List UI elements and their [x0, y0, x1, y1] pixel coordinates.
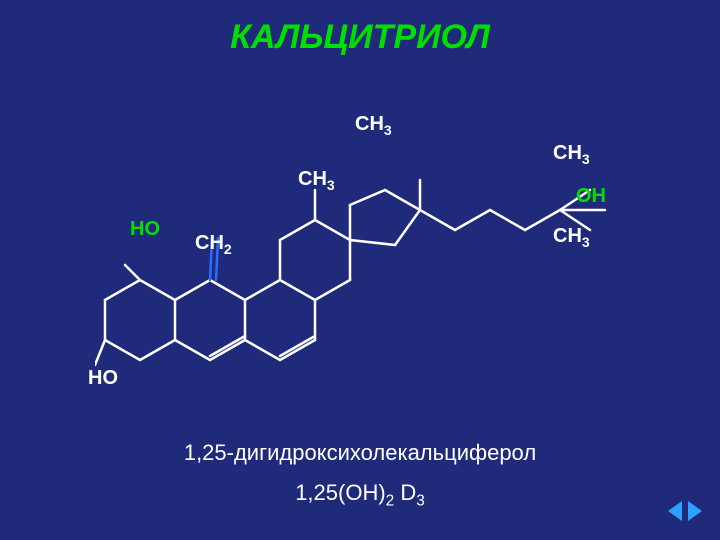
calcitriol-structure — [95, 90, 615, 410]
label-CH3_r1: CH3 — [553, 142, 590, 167]
page-title: КАЛЬЦИТРИОЛ — [0, 18, 720, 57]
slide-nav — [666, 501, 702, 526]
label-HO_green: HO — [130, 218, 160, 241]
label-CH3_left: CH3 — [298, 168, 335, 193]
label-OH_green: OH — [576, 185, 606, 208]
caption-line-2: 1,25(OH)2 D3 — [0, 480, 720, 510]
label-HO_white: HO — [88, 367, 118, 390]
next-slide-icon[interactable] — [688, 501, 702, 521]
caption-line-1: 1,25-дигидроксихолекальциферол — [0, 440, 720, 466]
slide: КАЛЬЦИТРИОЛ HO HO CH2 CH3 CH3 CH3 CH3 OH 1,25-д… — [0, 0, 720, 540]
label-CH3_top: CH3 — [355, 113, 392, 138]
label-CH3_r2: CH3 — [553, 225, 590, 250]
prev-slide-icon[interactable] — [668, 501, 682, 521]
label-CH2: CH2 — [195, 232, 232, 257]
